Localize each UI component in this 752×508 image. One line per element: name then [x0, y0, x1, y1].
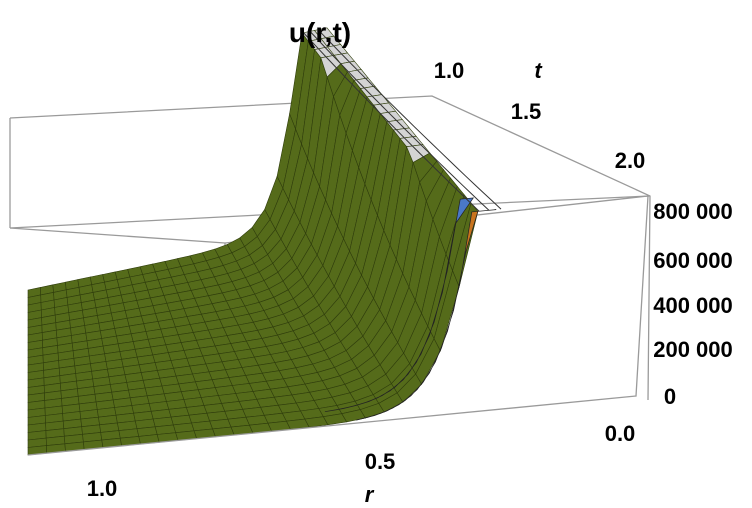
z-tick-label: 200 000: [653, 337, 733, 362]
z-tick-label: 800 000: [653, 199, 733, 224]
chart-title: u(r,t): [289, 17, 351, 48]
surface-band-orange: [356, 209, 497, 421]
plateau-contour: [317, 29, 502, 210]
y-axis-label: t: [534, 58, 543, 83]
r-tick-label: 1.0: [87, 476, 118, 501]
surface: [27, 27, 497, 456]
t-tick-label: 1.0: [434, 58, 465, 83]
bounding-box-bottom: [27, 195, 649, 456]
surface-mesh: [303, 29, 502, 212]
x-axis-label: r: [365, 482, 375, 507]
z-tick-label: 600 000: [653, 248, 733, 273]
z-tick-label: 400 000: [653, 293, 733, 318]
plateau-contour: [303, 32, 480, 212]
t-tick-label: 2.0: [615, 148, 646, 173]
r-tick-label: 0.5: [365, 449, 396, 474]
surface-band-blue: [324, 197, 475, 413]
plateau-contour: [309, 31, 490, 211]
z-tick-label: 0: [664, 384, 676, 409]
r-tick-label: 0.0: [605, 421, 636, 446]
t-tick-label: 1.5: [511, 99, 542, 124]
